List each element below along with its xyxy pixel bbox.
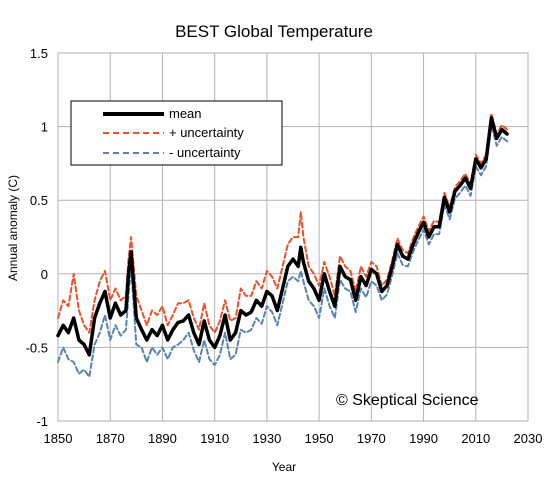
x-tick-label: 1990	[409, 431, 438, 446]
tick-labels: 1850 1870 1890 1910 1930 1950 1970 1990 2010 2030…	[26, 46, 543, 446]
x-tick-label: 1890	[148, 431, 177, 446]
y-tick-label: 0.5	[30, 193, 48, 208]
x-tick-label: 1870	[96, 431, 125, 446]
x-axis-title: Year	[272, 460, 296, 474]
y-tick-label: -1	[36, 414, 48, 429]
x-tick-label: 1850	[44, 431, 73, 446]
x-tick-label: 1910	[200, 431, 229, 446]
legend-label-lower: - uncertainty	[169, 145, 241, 160]
series-group	[56, 112, 509, 378]
y-tick-label: 0	[41, 267, 48, 282]
copyright-annotation: © Skeptical Science	[336, 392, 479, 409]
x-tick-label: 1930	[252, 431, 281, 446]
y-tick-label: -0.5	[26, 340, 48, 355]
legend-label-mean: mean	[169, 106, 202, 121]
series-line-lower	[57, 124, 509, 378]
plot-frame	[57, 52, 529, 422]
series-line-upper	[57, 112, 509, 334]
legend: mean + uncertainty - uncertainty	[70, 100, 283, 166]
series-line-mean	[56, 116, 509, 357]
chart-title: BEST Global Temperature	[175, 22, 373, 41]
y-tick-label: 1	[41, 120, 48, 135]
y-axis-title: Annual anomaly (C)	[6, 175, 20, 281]
x-tick-label: 1950	[305, 431, 334, 446]
legend-label-upper: + uncertainty	[169, 125, 244, 140]
y-tick-label: 1.5	[30, 46, 48, 61]
x-tick-label: 2010	[461, 431, 490, 446]
x-tick-label: 1970	[357, 431, 386, 446]
x-tick-label: 2030	[514, 431, 543, 446]
